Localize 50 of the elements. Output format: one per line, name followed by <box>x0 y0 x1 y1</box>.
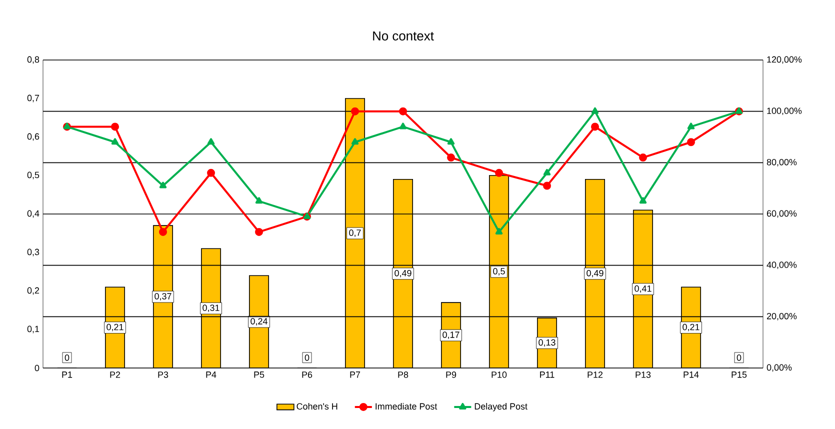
y2-tick-label: 100,00% <box>767 108 802 116</box>
x-tick-label: P12 <box>588 372 603 378</box>
y-tick-label: 0,8 <box>27 56 40 64</box>
x-tick-label: P14 <box>684 372 699 378</box>
y-tick-label: 0 <box>34 364 40 372</box>
y-tick-label: 0,7 <box>27 94 40 102</box>
data-label: 0,21 <box>682 324 700 332</box>
data-label: 0,31 <box>202 304 220 312</box>
x-tick-label: P4 <box>206 372 216 378</box>
x-tick-label: P13 <box>636 372 651 378</box>
data-label: 0,49 <box>394 270 412 278</box>
x-tick-label: P5 <box>254 372 264 378</box>
y2-tick-label: 40,00% <box>766 262 797 270</box>
y-tick-label: 0,3 <box>27 248 40 256</box>
x-tick-label: P6 <box>302 372 312 378</box>
data-label: 0,37 <box>154 293 172 300</box>
y2-tick-label: 120,00% <box>767 56 802 64</box>
x-tick-label: P8 <box>398 372 408 378</box>
x-tick-label: P3 <box>158 372 168 378</box>
legend-label: Cohen's H <box>296 402 338 410</box>
x-tick-label: P15 <box>732 372 747 378</box>
y2-tick-label: 60,00% <box>766 210 797 218</box>
y2-tick-label: 0,00% <box>766 364 792 372</box>
data-label: 0,13 <box>538 339 556 347</box>
data-label: 0 <box>304 354 310 361</box>
x-tick-label: P9 <box>446 372 456 378</box>
x-tick-label: P11 <box>540 372 554 378</box>
data-label: 0,17 <box>442 332 460 339</box>
legend-label: Immediate Post <box>376 402 438 410</box>
y-tick-label: 0,1 <box>27 326 40 334</box>
legend-label: Delayed Post <box>474 402 528 412</box>
data-label: 0 <box>736 354 742 361</box>
data-label: 0,21 <box>106 324 124 332</box>
x-tick-label: P10 <box>492 372 507 378</box>
data-label: 0,7 <box>349 230 361 237</box>
x-tick-label: P2 <box>110 372 120 378</box>
data-label: 0,41 <box>634 285 652 293</box>
data-label: 0,5 <box>493 268 505 276</box>
data-label: 0,24 <box>250 318 268 326</box>
y2-tick-label: 20,00% <box>766 312 797 320</box>
data-label: 0,49 <box>586 270 604 278</box>
x-tick-label: P7 <box>350 372 360 378</box>
y-tick-label: 0,4 <box>27 210 40 218</box>
y2-tick-label: 80,00% <box>766 158 797 166</box>
chart-title: No context <box>373 31 434 41</box>
y-tick-label: 0,5 <box>27 172 40 180</box>
y-tick-label: 0,6 <box>27 133 40 141</box>
x-tick-label: P1 <box>62 372 72 378</box>
data-label: 0 <box>64 354 70 361</box>
y-tick-label: 0,2 <box>27 287 40 295</box>
